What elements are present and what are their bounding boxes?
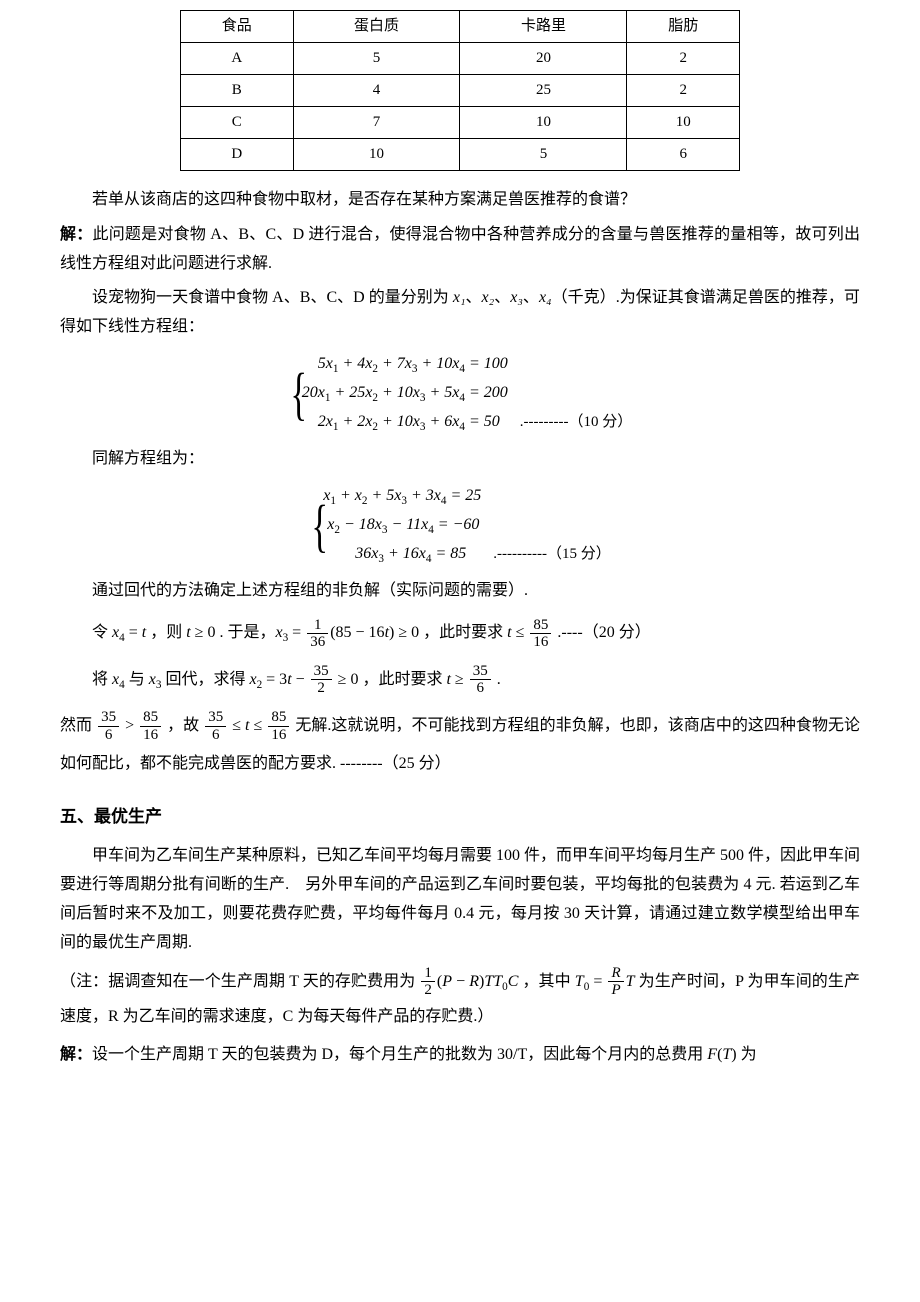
solution-label: 解： [60,226,92,243]
th-food: 食品 [181,11,294,43]
th-calorie: 卡路里 [460,11,627,43]
score-20: .----（20 分） [553,624,650,641]
table-header-row: 食品 蛋白质 卡路里 脂肪 [181,11,740,43]
section-5-problem: 甲车间为乙车间生产某种原料，已知乙车间平均每月需要 100 件，而甲车间平均每月… [60,842,860,957]
variables-def: 设宠物狗一天食谱中食物 A、B、C、D 的量分别为 x₁、x₂、x₃、x₄（千克… [60,284,860,342]
question-text: 若单从该商店的这四种食物中取材，是否存在某种方案满足兽医推荐的食谱？ [60,186,860,215]
back-substitution-text: 通过回代的方法确定上述方程组的非负解（实际问题的需要）. [60,577,860,606]
table-row: C 7 10 10 [181,107,740,139]
solution-intro: 解：此问题是对食物 A、B、C、D 进行混合，使得混合物中各种营养成分的含量与兽… [60,221,860,279]
equation-system-2: { x1 + x2 + 5x3 + 3x4 = 25 x2 − 18x3 − 1… [60,482,860,569]
table-row: A 5 20 2 [181,43,740,75]
line-x4-x3: 令 x4 = t ，则 t ≥ 0 . 于是，x3 = 136(85 − 16t… [92,614,860,652]
table-row: D 10 5 6 [181,139,740,171]
line-x2: 将 x4 与 x3 回代，求得 x2 = 3t − 352 ≥ 0 ，此时要求 … [92,661,860,699]
table-row: B 4 25 2 [181,75,740,107]
th-fat: 脂肪 [627,11,740,43]
score-15: .----------（15 分） [493,541,610,568]
equation-system-1: { 5x1 + 4x2 + 7x3 + 10x4 = 100 20x1 + 25… [60,350,860,437]
brace-icon: { [290,350,297,437]
brace-icon: { [312,482,319,569]
score-10: .---------（10 分） [520,409,632,436]
solution-label-2: 解： [60,1046,92,1063]
section-5-title: 五、最优生产 [60,802,860,833]
section-5-solution: 解：设一个生产周期 T 天的包装费为 D，每个月生产的批数为 30/T，因此每个… [60,1041,860,1070]
conclusion-line: 然而 356 > 8516 ，故 356 ≤ t ≤ 8516 无解.这就说明，… [60,707,860,784]
equiv-system-label: 同解方程组为： [60,445,860,474]
solution-intro-text: 此问题是对食物 A、B、C、D 进行混合，使得混合物中各种营养成分的含量与兽医推… [60,226,860,272]
nutrition-table: 食品 蛋白质 卡路里 脂肪 A 5 20 2 B 4 25 2 C 7 10 1… [180,10,740,171]
th-protein: 蛋白质 [293,11,460,43]
section-5-note: （注：据调查知在一个生产周期 T 天的存贮费用为 12(P − R)TT0C ，… [60,964,860,1035]
